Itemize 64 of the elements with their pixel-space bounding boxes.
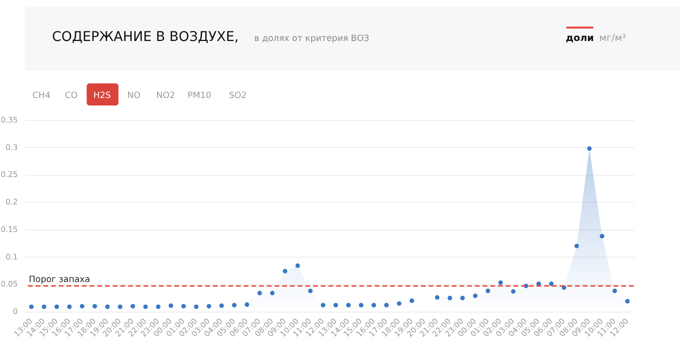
point	[118, 304, 122, 310]
text: CO	[64, 90, 78, 101]
point	[181, 304, 186, 308]
y-tick-label: 0.1	[6, 252, 18, 262]
point	[320, 302, 326, 308]
point	[80, 304, 84, 308]
point	[270, 290, 275, 296]
point	[232, 302, 237, 308]
ref-line-label: Порог запаха	[28, 275, 90, 286]
point	[308, 288, 313, 294]
point	[587, 146, 592, 151]
point	[295, 263, 300, 268]
y-tick-label: 0.35	[0, 115, 18, 124]
point	[460, 296, 465, 300]
y-tick-label: 0	[12, 307, 18, 316]
point	[384, 302, 389, 308]
point	[346, 302, 351, 308]
point	[92, 304, 98, 308]
point	[549, 281, 554, 286]
point	[448, 296, 452, 300]
text: NO	[127, 90, 141, 101]
point	[42, 304, 46, 310]
y-tick-label: 0.05	[0, 280, 18, 289]
text: SO2	[228, 90, 247, 101]
point	[434, 295, 440, 300]
point	[498, 280, 503, 285]
y-tick-label: 0.2	[6, 198, 18, 207]
point	[54, 304, 60, 310]
point	[143, 304, 148, 310]
point	[206, 304, 212, 308]
point	[396, 301, 402, 306]
point	[194, 304, 199, 310]
point	[244, 302, 250, 307]
point	[219, 303, 224, 308]
text: доли	[566, 33, 594, 44]
text: CH4	[32, 90, 51, 101]
point	[156, 304, 160, 310]
point	[29, 304, 34, 310]
text: NO2	[156, 90, 176, 101]
text: мг/м³	[599, 33, 626, 44]
point	[372, 302, 376, 308]
point	[600, 234, 604, 238]
point	[282, 268, 288, 274]
point	[168, 303, 174, 308]
point	[612, 288, 618, 294]
point	[333, 302, 338, 308]
chart-title: СОДЕРЖАНИЕ В ВОЗДУХЕ,	[52, 29, 239, 46]
point	[67, 304, 72, 310]
point	[257, 290, 262, 296]
text: PM10	[188, 90, 212, 101]
point	[130, 304, 136, 308]
y-tick-label: 0.3	[6, 142, 18, 152]
chart-subtitle: в долях от критерия ВОЗ	[254, 34, 370, 44]
y-tick-label: 0.15	[0, 224, 18, 234]
y-tick-label: 0.25	[0, 170, 18, 180]
point	[358, 302, 364, 308]
point	[486, 288, 490, 294]
point	[574, 244, 579, 248]
point	[625, 299, 630, 304]
text: H2S	[93, 90, 112, 101]
point	[472, 294, 478, 298]
point	[410, 298, 414, 303]
point	[511, 289, 516, 294]
point	[105, 304, 110, 310]
